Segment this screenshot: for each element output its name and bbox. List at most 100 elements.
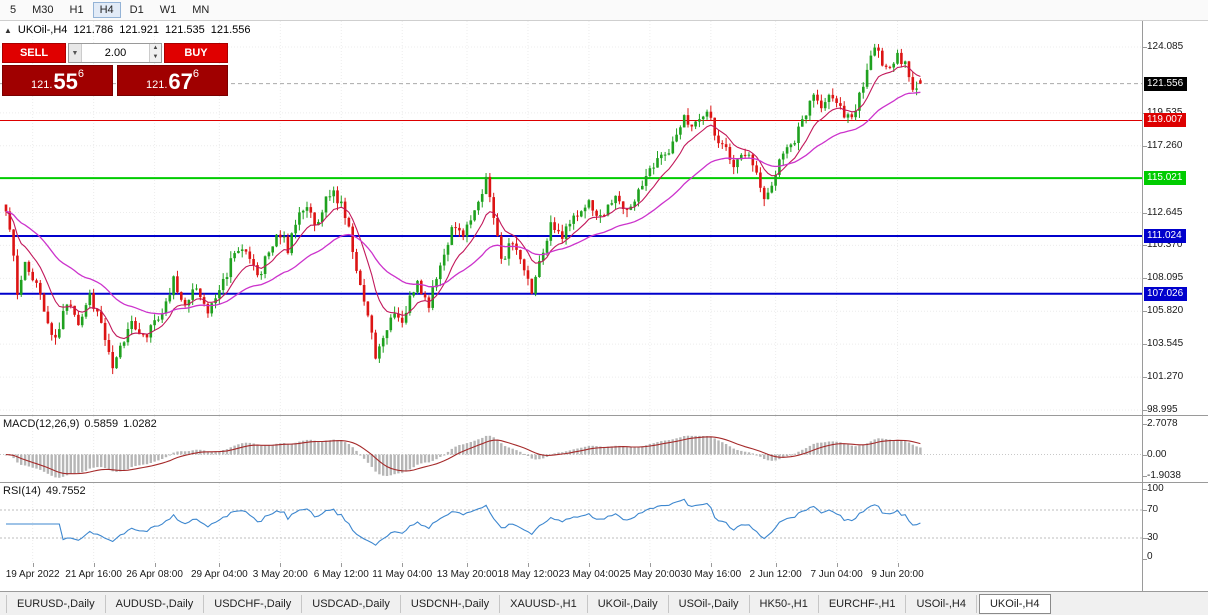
candlestick-chart[interactable] [0,21,1142,415]
chart-tab[interactable]: HK50-,H1 [750,594,819,613]
price-axis-label: 98.995 [1147,404,1178,415]
chart-tab[interactable]: EURCHF-,H1 [819,594,907,613]
ohlc-high: 121.921 [119,24,159,36]
level-price-label: 107.026 [1144,286,1188,301]
rsi-axis-tick [1143,559,1147,560]
axis-corner [1142,563,1208,591]
rsi-axis-tick [1143,510,1147,511]
panel-separator[interactable] [0,482,1208,483]
time-axis-tick [402,563,404,567]
price-axis: 124.085 119.535 117.260 112.645 110.370 108.0… [1142,21,1208,415]
rsi-axis-label: 0 [1147,551,1153,562]
price-axis-tick [1143,112,1147,114]
price-axis-tick [1143,47,1147,48]
price-axis-label: 110.370 [1147,239,1183,251]
chart-tab[interactable]: USOil-,Daily [669,594,750,613]
buy-price-big: 67 [168,69,193,94]
time-axis-tick [154,563,156,567]
time-axis-tick [527,563,529,567]
chart-tab[interactable]: EURUSD-,Daily [6,594,106,613]
rsi-axis: 100 70 30 0 [1142,483,1208,563]
chart-region: ▲ UKOil-,H4 121.786 121.921 121.535 121.556 S… [0,21,1208,591]
price-axis-label: 108.095 [1147,272,1184,284]
price-axis-tick [1143,344,1147,346]
chart-symbol: UKOil-,H4 [17,24,68,36]
time-axis-label: 23 May 04:00 [558,569,620,580]
price-axis-label: 117.260 [1147,139,1183,151]
macd-axis-label: 2.7078 [1147,418,1178,429]
timeframe-button-mn[interactable]: MN [192,4,210,16]
level-price-label: 115.021 [1144,171,1187,186]
chart-window-title: ▲ UKOil-,H4 121.786 121.921 121.535 121.556 [4,24,257,36]
sell-price-big: 55 [53,69,78,94]
volume-control[interactable]: ▼ 2.00 ▲ ▼ [68,43,162,63]
timeframe-button-h4[interactable]: H4 [92,2,121,18]
macd-name: MACD(12,26,9) [3,418,80,430]
level-price-label: 111.024 [1144,228,1186,243]
timeframe-button-w1[interactable]: W1 [159,4,177,16]
rsi-axis-label: 30 [1147,532,1159,543]
timeframe-button-5[interactable]: 5 [10,4,17,16]
time-axis-label: 18 May 12:00 [497,569,559,580]
collapse-icon[interactable]: ▲ [4,26,12,35]
time-axis-tick [710,563,712,567]
timeframe-button-d1[interactable]: D1 [129,4,144,16]
main-chart-panel[interactable]: ▲ UKOil-,H4 121.786 121.921 121.535 121.556 S… [0,21,1142,415]
chart-tab[interactable]: USDCHF-,Daily [204,594,303,613]
rsi-axis-tick [1143,538,1147,539]
volume-dropdown-icon[interactable]: ▼ [69,44,82,62]
ohlc-open: 121.786 [73,24,114,36]
timeframe-button-h1[interactable]: H1 [69,4,84,16]
price-axis-label: 105.820 [1147,305,1184,317]
volume-up-icon[interactable]: ▲ [150,44,161,53]
chart-tab-bar: EURUSD-,Daily AUDUSD-,Daily USDCHF-,Daily U… [0,591,1208,615]
volume-value[interactable]: 2.00 [104,47,127,59]
price-axis-label: 103.545 [1147,338,1184,350]
timeframe-button-m30[interactable]: M30 [32,4,54,16]
price-axis-tick [1143,410,1147,411]
macd-chart[interactable] [0,416,1142,482]
time-axis-label: 13 May 20:00 [436,569,498,580]
time-axis-tick [588,563,590,567]
sell-price-button[interactable]: 121. 55 6 [2,65,113,96]
time-axis-label: 2 Jun 12:00 [749,569,802,580]
chart-tab[interactable]: AUDUSD-,Daily [106,594,205,613]
time-axis-label: 29 Apr 04:00 [191,569,248,580]
macd-panel[interactable]: MACD(12,26,9) 0.5859 1.0282 [0,416,1142,482]
rsi-panel[interactable]: RSI(14) 49.7552 [0,483,1142,563]
current-price-label: 121.556 [1144,76,1188,91]
chart-tab[interactable]: USDCAD-,Daily [302,594,401,613]
panel-separator[interactable] [0,415,1208,416]
time-axis-label: 21 Apr 16:00 [65,569,122,580]
volume-down-icon[interactable]: ▼ [150,53,161,62]
rsi-value: 49.7552 [45,485,86,497]
time-axis-tick [775,563,777,567]
macd-axis-tick [1143,454,1147,456]
time-axis-label: 9 Jun 20:00 [871,569,924,580]
price-axis-tick [1143,245,1147,247]
chart-tab[interactable]: XAUUSD-,H1 [500,594,588,613]
price-axis-label: 112.645 [1147,206,1183,218]
rsi-label: RSI(14) 49.7552 [3,485,91,497]
price-axis-label: 101.270 [1147,371,1184,383]
time-axis-label: 7 Jun 04:00 [810,569,863,580]
chart-tab[interactable]: UKOil-,H4 [978,593,1051,614]
time-axis-label: 30 May 16:00 [680,569,742,580]
macd-axis: 2.7078 0.00 -1.9038 [1142,416,1208,482]
time-axis-tick [280,563,282,567]
time-axis-label: 25 May 20:00 [619,569,681,580]
chart-tab[interactable]: UKOil-,Daily [588,594,669,613]
buy-button[interactable]: BUY [164,43,228,63]
sell-price-prefix: 121. [30,79,53,91]
sell-button[interactable]: SELL [2,43,66,63]
chart-tab[interactable]: USDCNH-,Daily [401,594,501,613]
buy-price-button[interactable]: 121. 67 6 [117,65,228,96]
chart-tab[interactable]: USOil-,H4 [906,594,977,613]
rsi-chart[interactable] [0,483,1142,563]
volume-spinner[interactable]: ▲ ▼ [149,44,161,62]
one-click-trading-panel: SELL ▼ 2.00 ▲ ▼ BUY 121. 55 6 121. 67 6 [2,43,228,96]
price-axis-tick [1143,145,1147,147]
time-axis-tick [897,563,899,567]
ohlc-close: 121.556 [210,24,251,36]
